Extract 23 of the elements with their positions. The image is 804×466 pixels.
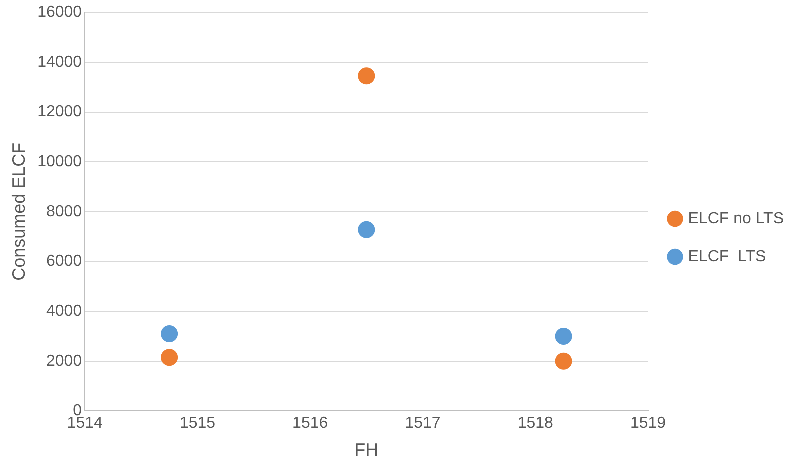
- point: [161, 349, 178, 366]
- x-tick-label: 1516: [292, 415, 328, 432]
- y-tick-label: 8000: [46, 203, 82, 220]
- point: [358, 221, 376, 238]
- y-tick-label: 12000: [38, 104, 82, 121]
- point: [358, 68, 376, 85]
- y-tick-label: 10000: [38, 153, 82, 170]
- y-tick-label: 6000: [46, 253, 82, 270]
- y-tick-label: 16000: [38, 4, 82, 22]
- point: [555, 352, 572, 370]
- legend-label: ELCF LTS: [688, 248, 766, 266]
- point: [161, 325, 178, 342]
- y-tick-label: 4000: [46, 302, 82, 320]
- y-tick-label: 14000: [38, 54, 82, 71]
- y-axis-title: Consumed ELCF: [8, 142, 29, 281]
- point: [555, 328, 572, 345]
- x-tick-label: 1515: [180, 415, 216, 432]
- legend-label: ELCF no LTS: [688, 210, 784, 228]
- x-axis-title: FH: [354, 440, 379, 460]
- y-tick-label: 2000: [46, 352, 82, 370]
- x-tick-label: 1519: [630, 415, 666, 432]
- x-tick-label: 1518: [518, 415, 554, 432]
- x-tick-label: 1517: [405, 415, 441, 432]
